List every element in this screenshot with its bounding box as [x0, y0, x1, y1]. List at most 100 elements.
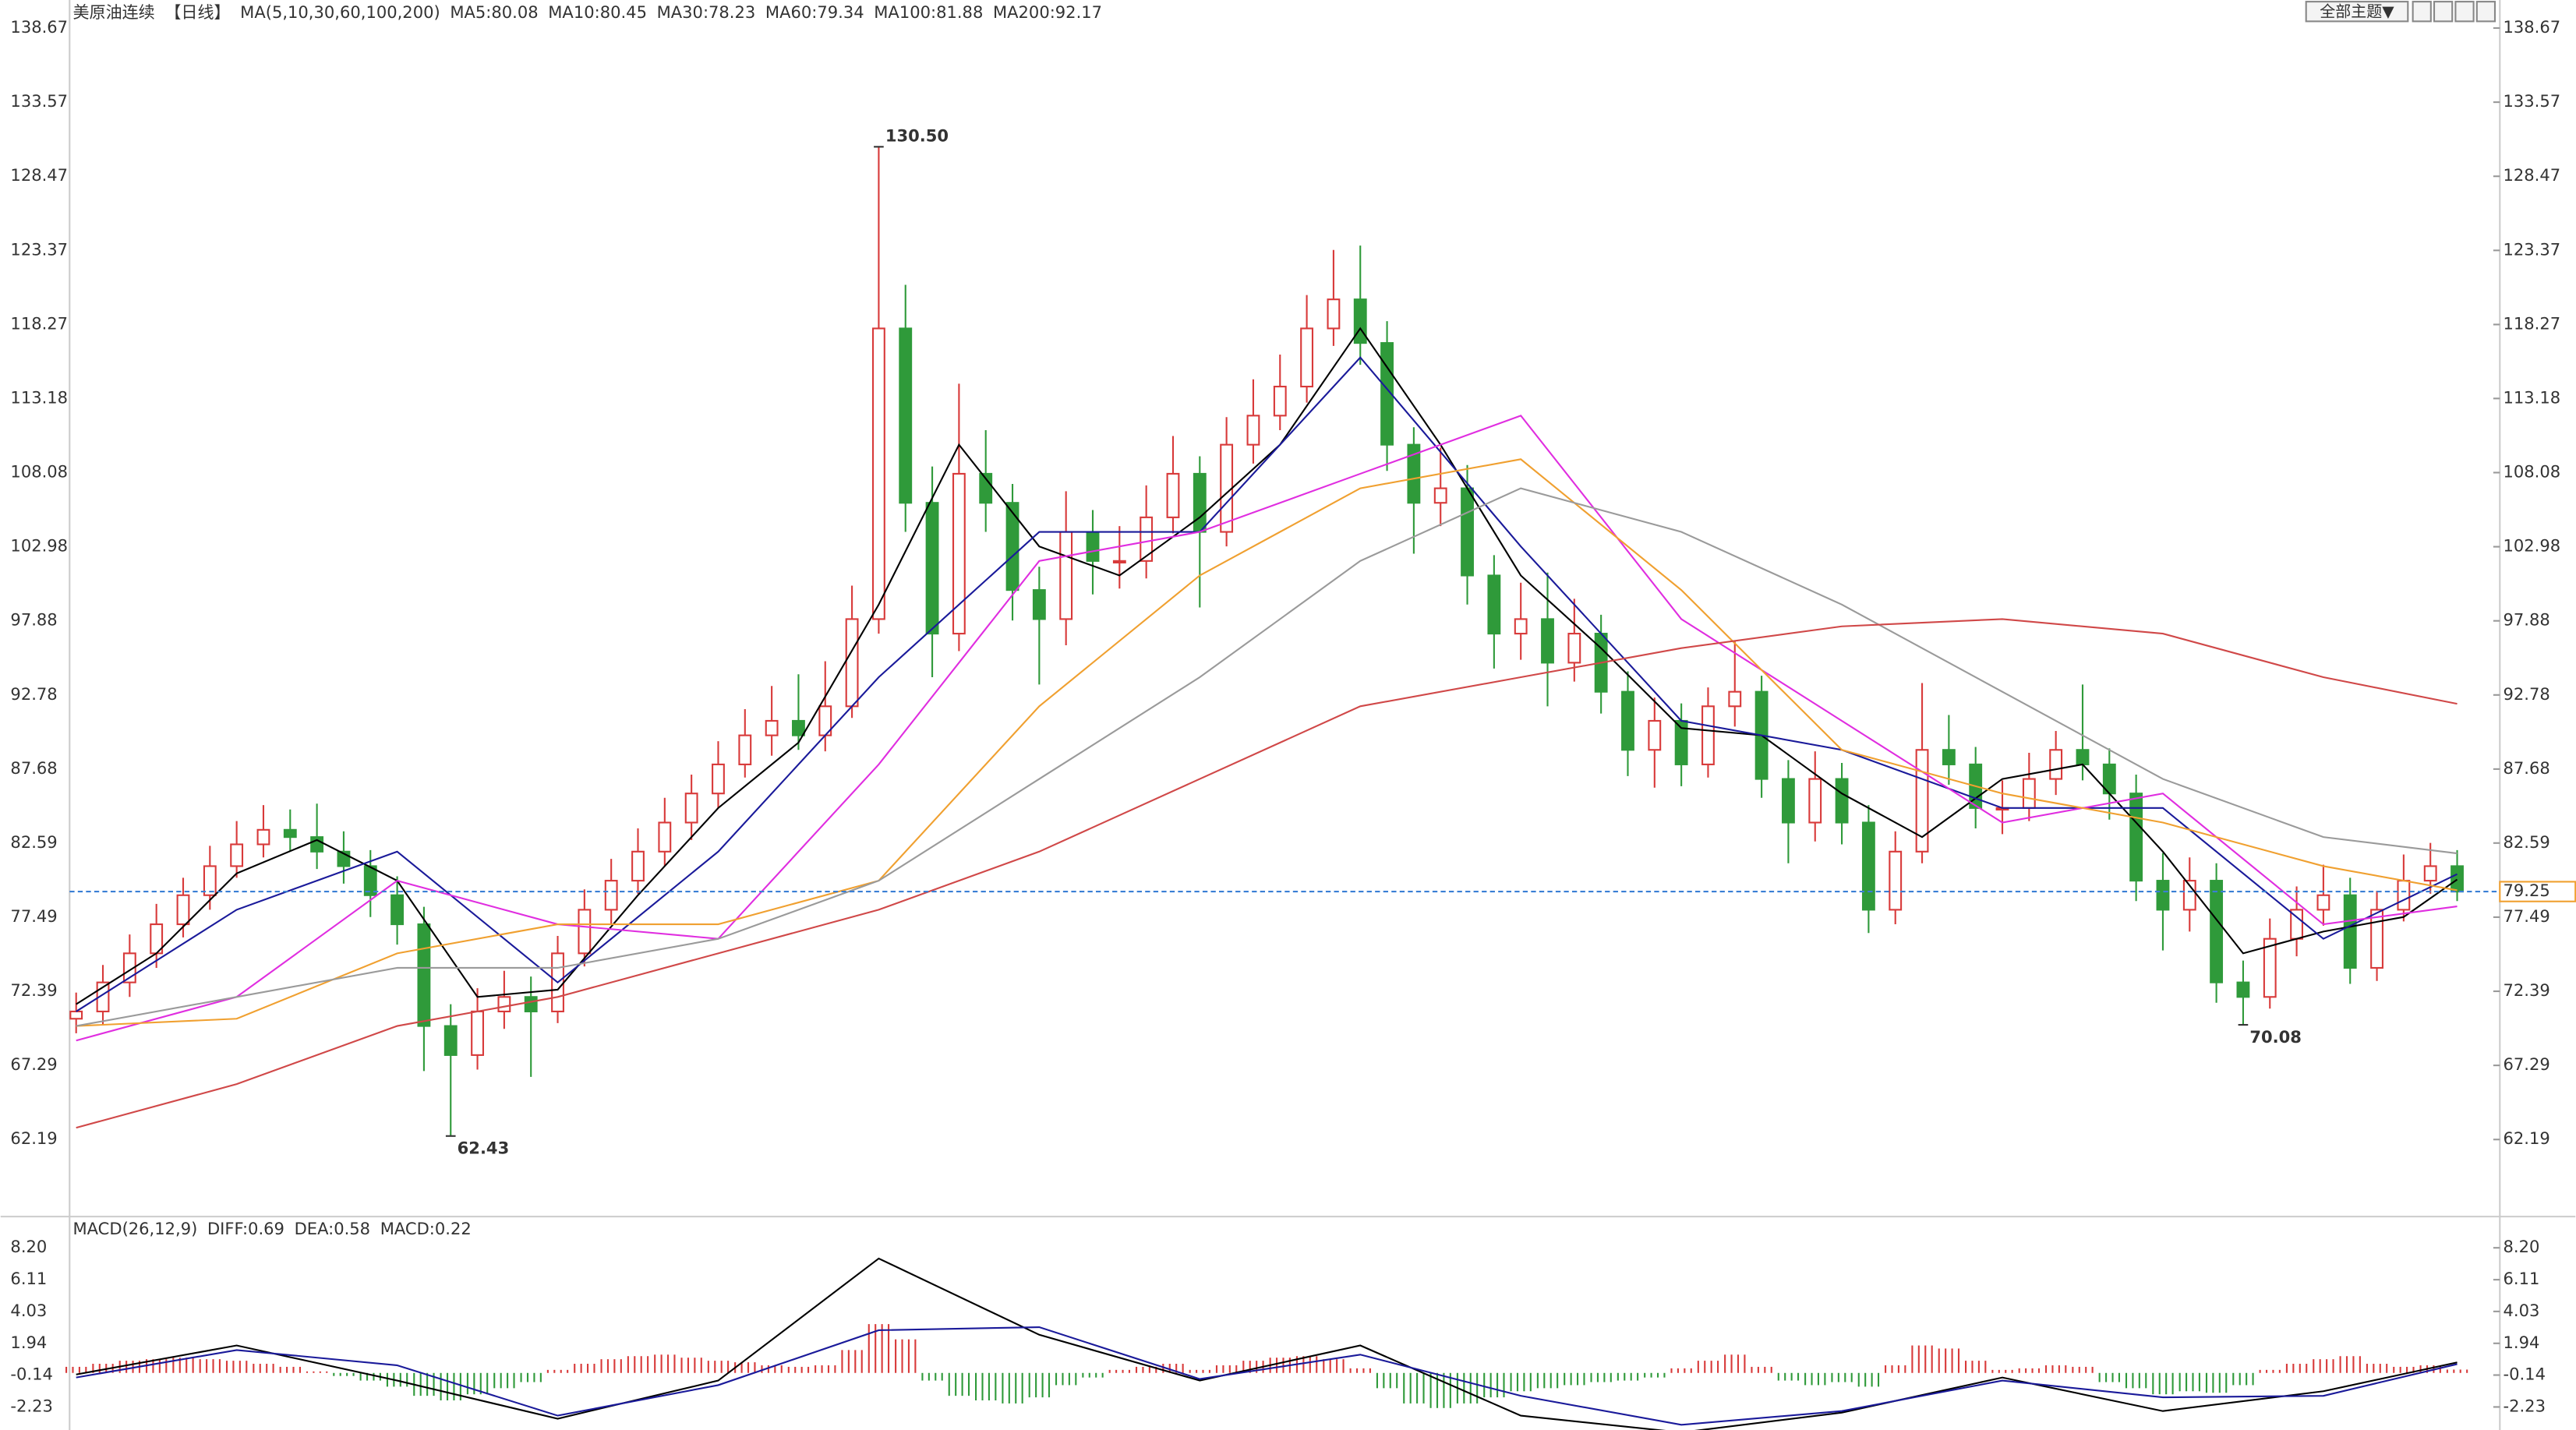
y-tick-label: 133.57	[10, 91, 68, 111]
series-line	[76, 1257, 2458, 1430]
candle-body	[2263, 937, 2277, 998]
y-tick-label: 82.59	[10, 832, 57, 852]
candle-body	[2316, 894, 2330, 911]
y-tick-label: 97.88	[2504, 610, 2550, 630]
y-tick-label: -0.14	[10, 1365, 52, 1384]
candle-body	[443, 1025, 458, 1056]
candle-body	[1514, 618, 1528, 635]
candle-body	[1407, 443, 1421, 504]
candle-body	[2210, 880, 2224, 983]
legend-entry: MA100:81.88	[874, 2, 983, 22]
series-line	[76, 1326, 2458, 1426]
tool-icon[interactable]	[2454, 1, 2475, 23]
candle-body	[925, 502, 939, 635]
tool-icon[interactable]	[2475, 1, 2496, 23]
y-tick-label: 82.59	[2504, 832, 2550, 852]
y-tick-label: 102.98	[10, 536, 68, 556]
candle-body	[2370, 909, 2383, 969]
theme-button-label[interactable]: 全部主题▼	[2320, 2, 2394, 20]
y-tick-label: 92.78	[2504, 684, 2550, 704]
candle-body	[1808, 778, 1822, 824]
y-tick-label: 6.11	[2504, 1269, 2540, 1288]
legend-entry: MA(5,10,30,60,100,200)	[240, 2, 440, 22]
candle-body	[203, 865, 217, 896]
y-tick-label: 8.20	[2504, 1237, 2540, 1256]
tool-icon[interactable]	[2433, 1, 2454, 23]
y-tick-label: 8.20	[10, 1237, 47, 1256]
candle-body	[1433, 487, 1447, 504]
y-tick-label: 1.94	[2504, 1333, 2540, 1352]
candle-body	[1353, 298, 1367, 344]
y-tick-label: 4.03	[2504, 1301, 2540, 1320]
y-tick-label: 113.18	[2504, 387, 2561, 407]
y-tick-label: 92.78	[10, 684, 57, 704]
candle-body	[2236, 981, 2250, 998]
y-tick-label: 118.27	[2504, 313, 2561, 333]
y-tick-label: 87.68	[10, 758, 57, 778]
toolbar: 全部主题▼	[2305, 1, 2496, 23]
y-tick-label: 118.27	[10, 313, 68, 333]
legend-entry: DIFF:0.69	[207, 1219, 284, 1238]
candle-body	[1781, 778, 1795, 824]
candle-body	[871, 327, 885, 620]
candle-body	[256, 828, 270, 846]
candle-body	[765, 719, 779, 736]
y-tick-label: 67.29	[2504, 1054, 2550, 1074]
candle-body	[1621, 690, 1634, 751]
candle-body	[1032, 589, 1046, 620]
legend-entry: 美原油连续	[72, 2, 154, 22]
candle-body	[952, 472, 966, 635]
y-tick-label: 77.49	[10, 906, 57, 926]
candle-body	[1112, 560, 1126, 563]
candle-body	[1835, 778, 1849, 824]
candle-body	[738, 734, 752, 765]
theme-button[interactable]	[2305, 1, 2409, 23]
annotation-label: 130.50	[885, 126, 949, 146]
y-tick-label: 123.37	[2504, 239, 2561, 259]
candle-body	[2049, 749, 2063, 780]
y-tick-label: 128.47	[2504, 165, 2561, 185]
candle-body	[1889, 850, 1903, 911]
candle-body	[1086, 531, 1100, 562]
candle-body	[1059, 531, 1073, 620]
last-price-label: 79.25	[2504, 881, 2550, 900]
candle-body	[1461, 487, 1474, 577]
candle-body	[2423, 865, 2437, 882]
candle-body	[230, 843, 244, 867]
candle-body	[363, 865, 377, 896]
candle-body	[69, 1010, 83, 1020]
last-price-box	[2499, 881, 2576, 902]
series-line	[76, 618, 2458, 1129]
y-tick-label: 138.67	[2504, 17, 2561, 37]
y-tick-label: 1.94	[10, 1333, 47, 1352]
tool-icon[interactable]	[2412, 1, 2432, 23]
y-tick-label: 123.37	[10, 239, 68, 259]
candle-body	[283, 828, 297, 839]
y-tick-label: 138.67	[10, 17, 68, 37]
candle-body	[631, 850, 645, 882]
candle-body	[604, 880, 618, 911]
legend-entry: MA60:79.34	[765, 2, 864, 22]
candle-body	[497, 996, 511, 1012]
annotation-label: 70.08	[2249, 1027, 2302, 1047]
candle-body	[2451, 865, 2464, 893]
candle-body	[2076, 749, 2090, 765]
legend-entry: MA30:78.23	[657, 2, 756, 22]
candle-body	[1220, 443, 1234, 533]
y-tick-label: 4.03	[10, 1301, 47, 1320]
y-tick-label: 128.47	[10, 165, 68, 185]
candle-body	[684, 793, 698, 824]
candle-body	[1701, 705, 1715, 765]
annotation-label: 62.43	[458, 1139, 510, 1158]
candle-body	[1648, 719, 1662, 751]
candle-body	[1380, 342, 1394, 446]
candle-body	[2397, 880, 2411, 911]
candle-body	[1541, 618, 1554, 664]
candle-body	[792, 719, 805, 736]
candle-body	[658, 821, 672, 853]
candle-body	[1300, 327, 1314, 388]
candle-body	[524, 996, 538, 1012]
y-tick-label: 97.88	[10, 610, 57, 630]
